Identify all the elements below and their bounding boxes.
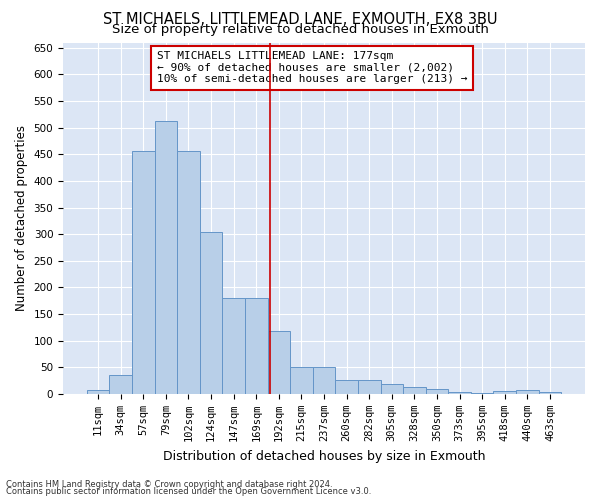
- Text: ST MICHAELS LITTLEMEAD LANE: 177sqm
← 90% of detached houses are smaller (2,002): ST MICHAELS LITTLEMEAD LANE: 177sqm ← 90…: [157, 52, 467, 84]
- Bar: [200, 232, 223, 394]
- Bar: [313, 368, 335, 394]
- Bar: [109, 376, 132, 394]
- Text: Size of property relative to detached houses in Exmouth: Size of property relative to detached ho…: [112, 22, 488, 36]
- Bar: [155, 122, 177, 394]
- Bar: [132, 150, 155, 394]
- Text: Contains public sector information licensed under the Open Government Licence v3: Contains public sector information licen…: [6, 487, 371, 496]
- Bar: [403, 387, 425, 394]
- Bar: [539, 392, 561, 394]
- Bar: [245, 298, 268, 394]
- Bar: [493, 390, 516, 394]
- Bar: [290, 368, 313, 394]
- Bar: [177, 150, 200, 394]
- Bar: [380, 384, 403, 394]
- Bar: [448, 392, 471, 394]
- Bar: [358, 380, 380, 394]
- Text: ST MICHAELS, LITTLEMEAD LANE, EXMOUTH, EX8 3BU: ST MICHAELS, LITTLEMEAD LANE, EXMOUTH, E…: [103, 12, 497, 28]
- Text: Contains HM Land Registry data © Crown copyright and database right 2024.: Contains HM Land Registry data © Crown c…: [6, 480, 332, 489]
- Bar: [425, 389, 448, 394]
- Bar: [268, 331, 290, 394]
- Bar: [223, 298, 245, 394]
- Bar: [335, 380, 358, 394]
- Y-axis label: Number of detached properties: Number of detached properties: [15, 125, 28, 311]
- X-axis label: Distribution of detached houses by size in Exmouth: Distribution of detached houses by size …: [163, 450, 485, 462]
- Bar: [87, 390, 109, 394]
- Bar: [516, 390, 539, 394]
